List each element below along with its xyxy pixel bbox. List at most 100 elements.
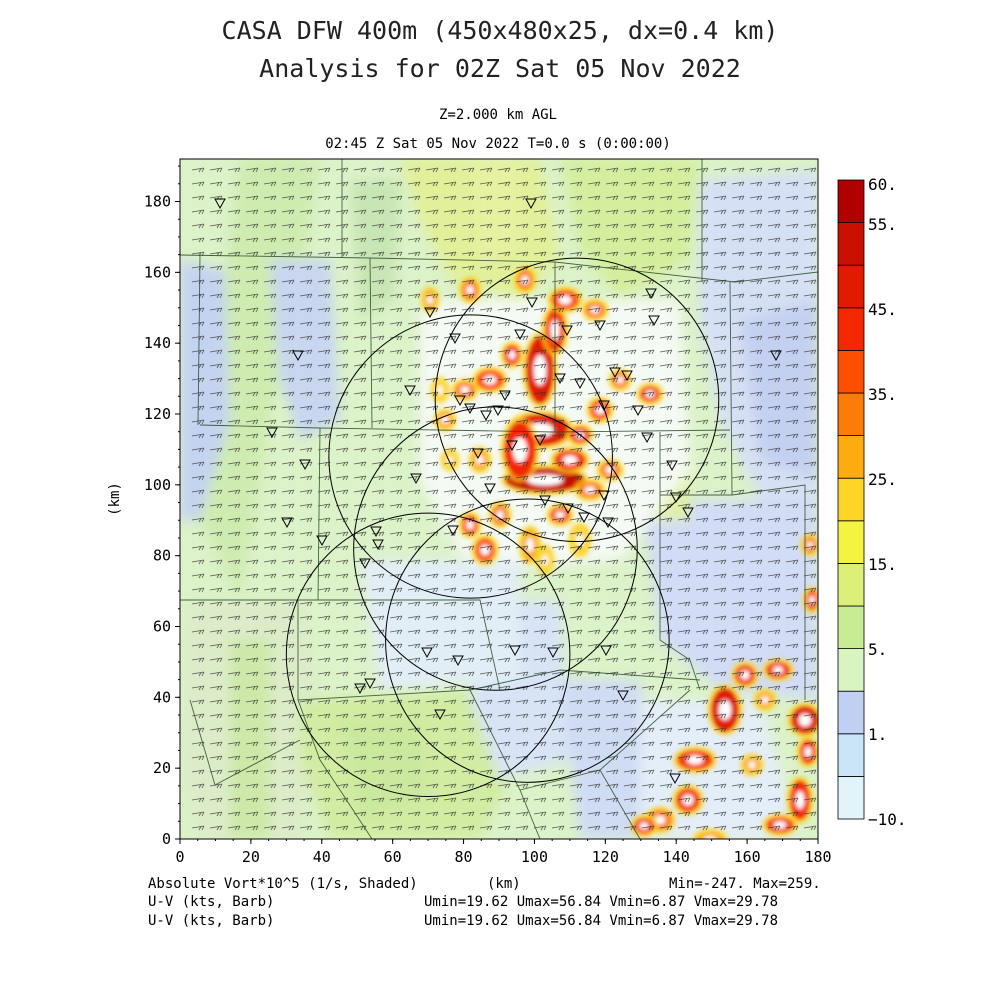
station-marker: [600, 645, 612, 657]
wind-barb: [551, 811, 565, 817]
wind-barb: [641, 545, 655, 551]
wind-barb: [785, 629, 799, 635]
wind-barb: [605, 307, 619, 313]
wind-barb: [461, 671, 475, 677]
wind-barb: [569, 237, 583, 243]
wind-barb: [227, 391, 241, 397]
wind-barb: [785, 783, 799, 789]
wind-barb: [191, 573, 205, 579]
wind-barb: [605, 825, 619, 831]
wind-barb: [317, 825, 331, 831]
wind-barb: [425, 335, 439, 341]
wind-barb: [371, 601, 385, 607]
wind-barb: [389, 741, 403, 747]
wind-barb: [209, 405, 223, 411]
wind-barb: [551, 307, 565, 313]
wind-barb: [767, 685, 781, 691]
wind-barb: [623, 433, 637, 439]
wind-barb: [713, 335, 727, 341]
wind-barb: [299, 629, 313, 635]
wind-barb: [605, 615, 619, 621]
wind-barb: [371, 377, 385, 383]
x-tick-label: 160: [734, 848, 761, 866]
wind-barb: [785, 643, 799, 649]
x-tick-label: 100: [521, 848, 548, 866]
wind-barb: [281, 405, 295, 411]
wind-barb: [281, 251, 295, 257]
wind-barb: [731, 307, 745, 313]
wind-barb: [659, 349, 673, 355]
wind-barb: [569, 181, 583, 187]
wind-barb: [461, 601, 475, 607]
wind-barb: [767, 461, 781, 467]
wind-barb: [389, 349, 403, 355]
station-marker: [534, 435, 546, 447]
storm-cell-core: [437, 385, 443, 395]
wind-barb: [659, 405, 673, 411]
wind-barb: [317, 167, 331, 173]
wind-barb: [695, 643, 709, 649]
wind-barb: [335, 699, 349, 705]
colorbar-segment: [837, 520, 865, 564]
wind-barb: [497, 615, 511, 621]
wind-barb: [299, 657, 313, 663]
wind-barb: [389, 321, 403, 327]
wind-barb: [749, 769, 763, 775]
wind-barb: [587, 279, 601, 285]
wind-barb: [191, 601, 205, 607]
wind-barb: [245, 363, 259, 369]
wind-barb: [551, 713, 565, 719]
wind-barb: [605, 545, 619, 551]
storm-cell-core: [466, 285, 474, 295]
wind-barb: [353, 699, 367, 705]
wind-barb: [353, 335, 367, 341]
wind-barb: [425, 447, 439, 453]
wind-barb: [713, 251, 727, 257]
wind-barb: [407, 783, 421, 789]
wind-barb: [515, 825, 529, 831]
wind-barb: [767, 503, 781, 509]
wind-barb: [227, 363, 241, 369]
colorbar-segment: [837, 264, 865, 309]
wind-barb: [749, 279, 763, 285]
wind-barb: [353, 447, 367, 453]
wind-barb: [731, 363, 745, 369]
station-marker: [480, 410, 492, 422]
wind-barb: [551, 349, 565, 355]
wind-barb: [677, 755, 691, 761]
wind-barb: [623, 531, 637, 537]
wind-barb: [497, 237, 511, 243]
wind-barb: [371, 825, 385, 831]
wind-barb: [551, 237, 565, 243]
wind-barb: [587, 545, 601, 551]
wind-barb: [497, 181, 511, 187]
wind-barb: [371, 265, 385, 271]
wind-barb: [335, 419, 349, 425]
wind-barb: [353, 181, 367, 187]
storm-cell-core: [480, 544, 490, 556]
wind-barb: [317, 657, 331, 663]
storm-cell-core: [616, 376, 624, 384]
wind-barb: [587, 741, 601, 747]
wind-barb: [263, 237, 277, 243]
wind-barb: [227, 825, 241, 831]
wind-barb: [281, 545, 295, 551]
wind-barb: [677, 293, 691, 299]
wind-barb: [281, 265, 295, 271]
station-marker: [281, 517, 293, 529]
wind-barb: [407, 755, 421, 761]
wind-barb: [731, 223, 745, 229]
station-marker: [214, 198, 226, 210]
wind-barb: [461, 377, 475, 383]
wind-barb: [533, 405, 547, 411]
station-marker: [499, 390, 511, 402]
wind-barb: [335, 727, 349, 733]
wind-barb: [641, 629, 655, 635]
wind-barb: [209, 419, 223, 425]
wind-barb: [623, 321, 637, 327]
wind-barb: [479, 391, 493, 397]
wind-barb: [533, 307, 547, 313]
wind-barb: [443, 629, 457, 635]
wind-barb: [713, 167, 727, 173]
wind-barb: [443, 181, 457, 187]
